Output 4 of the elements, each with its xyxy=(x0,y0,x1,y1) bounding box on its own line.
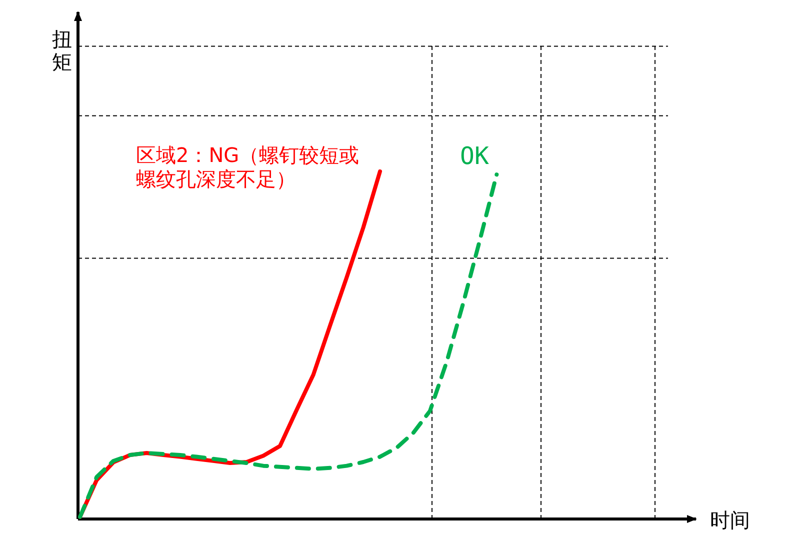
series-label: OK xyxy=(460,142,490,171)
y-axis-title: 扭矩 xyxy=(52,27,73,74)
series-label: 区域2：NG（螺钉较短或螺纹孔深度不足） xyxy=(136,143,360,191)
x-axis-title: 时间 xyxy=(710,507,750,534)
